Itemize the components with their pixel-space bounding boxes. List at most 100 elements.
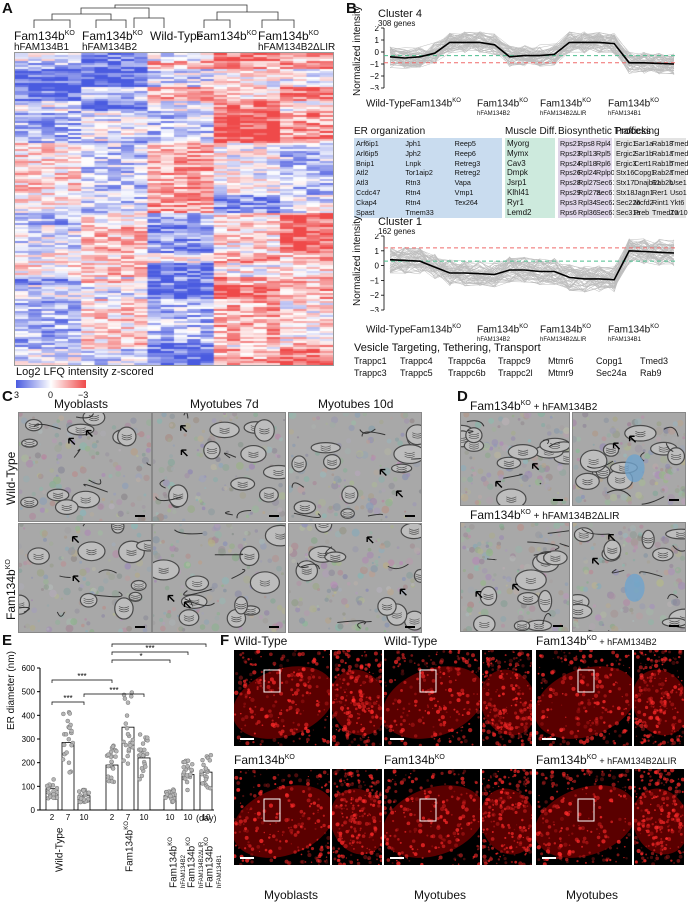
ytick--3: −3	[370, 84, 380, 90]
vesicle-gene: Trappc9	[498, 356, 531, 366]
em-d-top-left	[460, 412, 570, 506]
cluster1-ylabel: Normalized intensity	[352, 215, 363, 306]
row-label-fam134b-ko: Fam134bKO	[4, 559, 18, 620]
heatmap-legend-bar	[16, 380, 86, 388]
category-box-0: Arf6ip1 Arl6ip5 Bnip1 Atl2 Atl3 Ccdc47 Ckap4 Sp…	[354, 138, 502, 218]
column-header-4: Fam134bKO hFAM134B2ΔLIR	[258, 29, 336, 53]
gene-label: Ckap4	[356, 197, 377, 207]
gene-label: Uso1	[670, 188, 687, 197]
gene-label: Cert1	[634, 158, 652, 168]
e-ytick: 500	[22, 688, 36, 697]
vesicle-gene: Mtmr9	[548, 368, 574, 378]
x-group-1: Fam134bKO	[410, 98, 461, 110]
f-main-1-1	[384, 769, 480, 865]
gene-label: Sar1a	[634, 139, 654, 148]
vesicle-gene: Trappc3	[354, 368, 387, 378]
gene-label: Ergic1	[616, 139, 637, 148]
scale-bar	[553, 499, 563, 501]
f-label-0-2: Fam134bKO + hFAM134B2	[536, 634, 657, 648]
gene-label: Sec61g	[596, 178, 621, 188]
f-main-1-2	[536, 769, 632, 865]
gene-label: Lemd2	[507, 207, 532, 217]
scale-bar	[269, 515, 279, 517]
ytick--1: −1	[370, 276, 380, 285]
zoom-box	[577, 798, 595, 822]
gene-label: Arl6ip5	[356, 148, 379, 158]
zoom-box	[419, 669, 437, 693]
gene-label: Vapa	[454, 178, 471, 188]
gene-label: Rpl34	[578, 197, 597, 207]
f-zoom-0-0	[332, 650, 382, 746]
f-main-0-2	[536, 650, 632, 746]
f-label-0-1: Wild-Type	[384, 634, 438, 648]
ytick--2: −2	[370, 291, 380, 300]
gene-label: Ykt6	[670, 197, 685, 207]
gene-label: Rer1	[652, 188, 668, 197]
ytick-2: 2	[375, 26, 380, 33]
gene-label: Rpl27a	[578, 188, 601, 197]
gene-label: Retreg3	[454, 158, 481, 168]
gene-label: Rpl6	[596, 158, 611, 168]
e-xtick: 10	[140, 813, 149, 822]
category-title-3: Trafficking	[614, 126, 660, 137]
ytick-0: 0	[375, 48, 380, 57]
panel-letter-b: B	[346, 0, 357, 17]
column-header-2: Wild-Type	[150, 29, 204, 43]
panel-letter-c: C	[2, 388, 13, 405]
arrow-icon	[592, 557, 600, 565]
gene-label: Tmed5	[670, 148, 688, 158]
category-box-1: Myorg Mymx Cav3 Dmpk Jsrp1 Klhl41 Ryr1 Lemd2	[505, 138, 555, 218]
arrow-icon	[71, 535, 80, 544]
gene-label: Jagn1	[634, 188, 654, 197]
zoom-box	[263, 669, 281, 693]
category-title-1: Muscle Diff.	[505, 126, 558, 137]
e-xtick: 10	[166, 813, 175, 822]
legend-tick-0: 0	[48, 390, 54, 400]
arrow-icon	[628, 435, 637, 443]
em-wt-myoblasts	[18, 412, 152, 522]
f-label-1-2: Fam134bKO + hFAM134B2ΔLIR	[536, 753, 677, 767]
e-ytick: 600	[22, 664, 36, 673]
e-xtick: 7	[126, 813, 131, 822]
gene-label: Tor1aip2	[405, 168, 433, 178]
gene-label: Rps21	[560, 139, 581, 148]
f-main-1-0	[234, 769, 330, 865]
e-ytick: 400	[22, 711, 36, 720]
arrow-icon	[167, 594, 175, 603]
gene-label: Rps26	[560, 168, 581, 178]
cluster4-subtitle: 308 genes	[378, 19, 416, 28]
x-group-4: Fam134bKO hFAM134B1	[608, 98, 659, 118]
column-header-3: Fam134bKO	[196, 29, 257, 43]
gene-label: Rint1	[652, 197, 669, 207]
day-unit-label: (day)	[196, 813, 217, 823]
gene-label: Tmed9	[670, 168, 688, 178]
arrow-icon	[612, 442, 621, 450]
scale-bar	[553, 625, 563, 627]
gene-label: Sar1b	[634, 148, 654, 158]
e-xtick: 10	[80, 813, 89, 822]
gene-label: Rpl24	[578, 168, 597, 178]
cluster1-title: Cluster 1	[378, 216, 423, 228]
panel-letter-d: D	[457, 388, 468, 405]
ytick-2: 2	[375, 234, 380, 241]
scale-bar	[542, 738, 556, 740]
group-label-0: Wild-Type	[54, 827, 66, 872]
e-ytick: 300	[22, 735, 36, 744]
gene-label: Mcfd2	[634, 197, 654, 207]
gene-label: Rps6	[560, 207, 577, 217]
panel-e-ylabel: ER diameter (nm)	[6, 651, 17, 730]
f-zoom-0-1	[482, 650, 532, 746]
gene-label: Rps28	[560, 178, 581, 188]
gene-label: Jph2	[405, 148, 421, 158]
panel-letter-e: E	[2, 632, 13, 649]
e-xtick: 7	[66, 813, 71, 822]
sig-marker: ***	[145, 644, 154, 653]
f-label-1-1: Fam134bKO	[384, 753, 445, 767]
gene-label: Tmed10	[652, 207, 679, 217]
scale-bar	[269, 626, 279, 628]
gene-label: Vmp1	[454, 188, 474, 197]
scale-bar	[135, 626, 145, 628]
em-ko-myotubes10d	[288, 523, 422, 633]
gene-label: Ccdc47	[356, 188, 381, 197]
